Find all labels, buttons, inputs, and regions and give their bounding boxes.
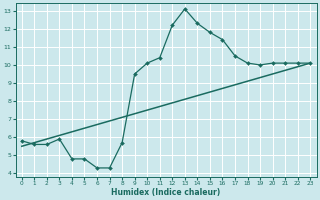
X-axis label: Humidex (Indice chaleur): Humidex (Indice chaleur): [111, 188, 221, 197]
